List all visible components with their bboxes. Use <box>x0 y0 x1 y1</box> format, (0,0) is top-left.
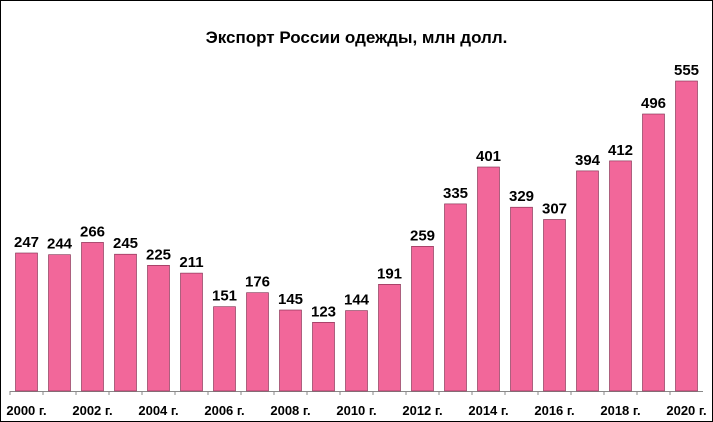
data-label: 555 <box>674 62 699 79</box>
bar-2020г <box>675 80 698 392</box>
data-label: 335 <box>443 185 468 202</box>
data-label: 176 <box>245 274 270 291</box>
data-label: 307 <box>542 201 567 218</box>
data-label: 401 <box>476 148 501 165</box>
x-tick-label: 2016 г. <box>534 403 574 418</box>
bar-2001г <box>48 254 71 392</box>
bar-2000г <box>15 252 38 392</box>
data-label: 211 <box>179 254 203 271</box>
bar-2010г <box>345 310 368 392</box>
bar-2012г <box>411 246 434 392</box>
data-label: 394 <box>575 152 601 169</box>
x-tick-label: 2010 г. <box>336 403 376 418</box>
x-tick-label: 2018 г. <box>600 403 640 418</box>
x-tick-label: 2006 г. <box>204 403 244 418</box>
bar-2007г <box>246 292 269 392</box>
bar-2015г <box>510 206 533 392</box>
bar-2016г <box>543 219 566 392</box>
data-label: 412 <box>608 142 633 159</box>
x-tick-label: 2020 г. <box>666 403 706 418</box>
data-label: 151 <box>212 288 237 305</box>
data-label: 266 <box>80 223 105 240</box>
bar-2019г <box>642 113 665 392</box>
data-label: 496 <box>641 95 666 112</box>
data-label: 145 <box>278 291 303 308</box>
data-label: 329 <box>509 188 534 205</box>
bar-2011г <box>378 283 401 392</box>
x-tick-label: 2008 г. <box>270 403 310 418</box>
bar-2017г <box>576 170 599 392</box>
data-label: 144 <box>344 292 370 309</box>
bar-2018г <box>609 160 632 392</box>
bar-2004г <box>147 264 170 392</box>
x-tick-label: 2004 г. <box>138 403 178 418</box>
data-label: 191 <box>377 265 402 282</box>
bar-2005г <box>180 272 203 392</box>
data-label: 245 <box>113 235 138 252</box>
bar-2003г <box>114 253 137 392</box>
bar-2006г <box>213 306 236 392</box>
data-label: 244 <box>47 236 73 253</box>
data-label: 225 <box>146 246 171 263</box>
bar-2014г <box>477 166 500 392</box>
bar-2008г <box>279 309 302 392</box>
x-tick-label: 2000 г. <box>6 403 46 418</box>
chart-title: Экспорт России одежды, млн долл. <box>205 28 508 47</box>
x-tick-label: 2012 г. <box>402 403 442 418</box>
bar-2002г <box>81 242 104 392</box>
x-tick-label: 2014 г. <box>468 403 508 418</box>
data-label: 247 <box>14 234 39 251</box>
x-tick-label: 2002 г. <box>72 403 112 418</box>
bar-2013г <box>444 203 467 392</box>
data-label: 259 <box>410 227 435 244</box>
data-label: 123 <box>311 303 336 320</box>
bar-2009г <box>312 321 335 392</box>
